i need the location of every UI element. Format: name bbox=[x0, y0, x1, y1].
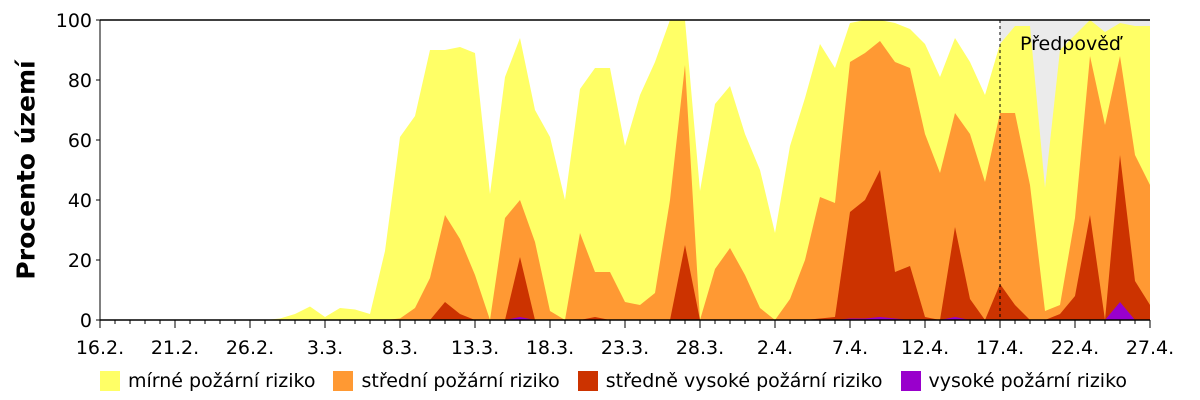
y-axis-title: Procento území bbox=[11, 60, 41, 280]
legend-swatch bbox=[577, 371, 598, 391]
x-tick-label: 7.4. bbox=[832, 337, 868, 359]
axes: 0 20 40 60 80 100 16.2. 21.2. 26.2. 3.3. 8.3. 13.3.… bbox=[56, 10, 1174, 359]
x-tick-label: 26.2. bbox=[226, 337, 274, 359]
y-tick-label: 80 bbox=[68, 70, 92, 92]
x-tick-label: 2.4. bbox=[757, 337, 793, 359]
legend-item-mild: mírné požární riziko bbox=[100, 370, 315, 392]
y-tick-label: 60 bbox=[68, 130, 92, 152]
legend: mírné požární riziko střední požární riz… bbox=[100, 370, 1145, 392]
legend-item-high: vysoké požární riziko bbox=[900, 370, 1127, 392]
x-tick-label: 23.3. bbox=[601, 337, 649, 359]
x-tick-label: 8.3. bbox=[382, 337, 418, 359]
area-středně-vysoké-požární-riziko bbox=[100, 155, 1150, 320]
legend-swatch bbox=[333, 371, 354, 391]
x-tick-label: 3.3. bbox=[307, 337, 343, 359]
y-tick-label: 20 bbox=[68, 250, 92, 272]
x-tick-label: 18.3. bbox=[526, 337, 574, 359]
x-tick-label: 21.2. bbox=[151, 337, 199, 359]
x-tick-label: 13.3. bbox=[451, 337, 499, 359]
y-tick-label: 40 bbox=[68, 190, 92, 212]
legend-item-medium: střední požární riziko bbox=[333, 370, 560, 392]
x-tick-label: 28.3. bbox=[676, 337, 724, 359]
x-tick-label: 17.4. bbox=[976, 337, 1024, 359]
x-tick-label: 22.4. bbox=[1051, 337, 1099, 359]
x-tick-label: 27.4. bbox=[1126, 337, 1174, 359]
legend-swatch bbox=[100, 371, 120, 391]
legend-item-medium-high: středně vysoké požární riziko bbox=[577, 370, 883, 392]
x-tick-label: 16.2. bbox=[76, 337, 124, 359]
x-tick-label: 12.4. bbox=[901, 337, 949, 359]
y-tick-label: 100 bbox=[56, 10, 92, 32]
area-series-group bbox=[100, 20, 1150, 320]
y-tick-label: 0 bbox=[80, 310, 92, 332]
forecast-label: Předpověď bbox=[1020, 33, 1123, 55]
legend-swatch bbox=[900, 371, 921, 391]
